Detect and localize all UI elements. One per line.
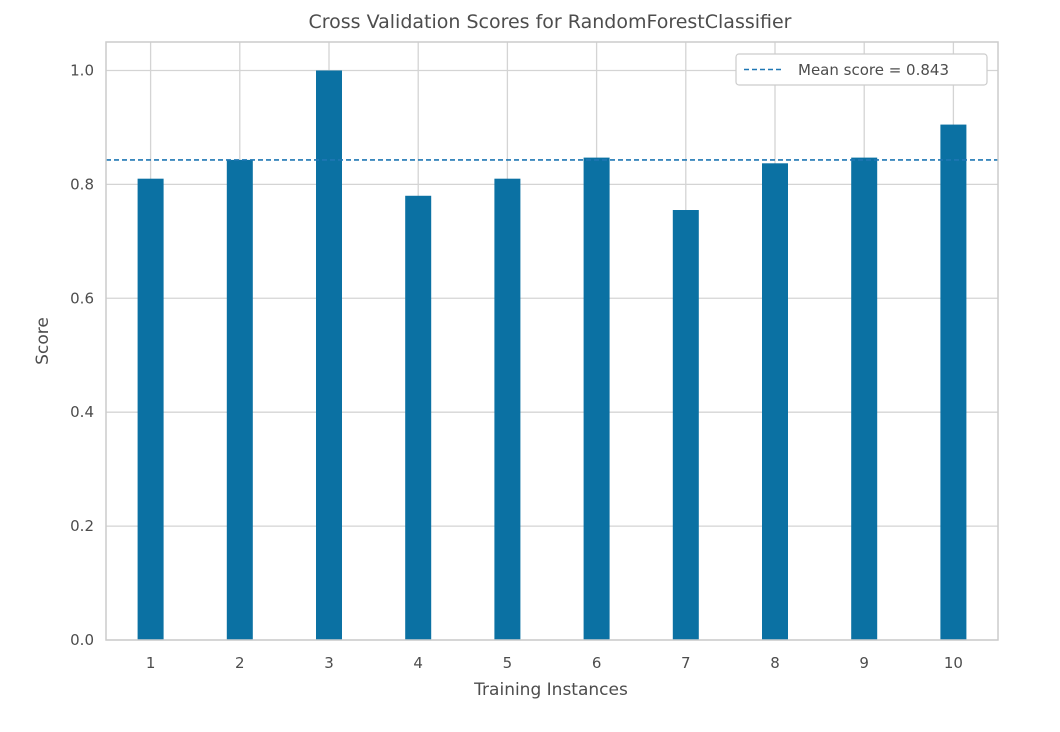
- x-tick-label: 6: [592, 654, 602, 672]
- legend: Mean score = 0.843: [735, 53, 988, 86]
- y-tick-label: 0.4: [70, 403, 94, 421]
- y-tick-label: 1.0: [70, 61, 94, 79]
- y-axis-label: Score: [33, 317, 53, 365]
- bar-10: [940, 124, 967, 641]
- bar-6: [583, 157, 610, 640]
- x-tick-label: 2: [235, 654, 245, 672]
- plot-frame: [105, 41, 999, 641]
- x-tick-label: 1: [146, 654, 156, 672]
- bar-3: [316, 70, 342, 640]
- bar-1: [137, 178, 164, 640]
- bar-2: [226, 159, 253, 641]
- chart-title: Cross Validation Scores for RandomForest…: [308, 11, 791, 33]
- legend-mean-label: Mean score = 0.843: [798, 61, 949, 79]
- x-axis-label: Training Instances: [473, 680, 628, 700]
- x-tick-label: 4: [413, 654, 423, 672]
- legend-box: [735, 53, 988, 86]
- bar-7: [672, 210, 699, 640]
- x-tick-label: 10: [944, 654, 963, 672]
- bars: [137, 70, 967, 641]
- x-tick-label: 8: [770, 654, 780, 672]
- bar-9: [851, 157, 878, 640]
- y-tick-label: 0.8: [70, 175, 94, 193]
- x-tick-label: 7: [681, 654, 691, 672]
- bar-5: [494, 178, 521, 640]
- y-tick-labels: 0.0 0.2 0.4 0.6 0.8 1.0: [70, 61, 94, 649]
- y-tick-label: 0.2: [70, 517, 94, 535]
- x-tick-labels: 1 2 3 4 5 6 7 8 9 10: [146, 654, 963, 672]
- y-tick-label: 0.0: [70, 631, 94, 649]
- y-tick-label: 0.6: [70, 289, 94, 307]
- x-tick-label: 5: [503, 654, 513, 672]
- plot-area: [106, 42, 998, 640]
- bar-8: [762, 163, 788, 640]
- x-tick-label: 9: [859, 654, 869, 672]
- bar-4: [405, 195, 432, 640]
- x-tick-label: 3: [324, 654, 334, 672]
